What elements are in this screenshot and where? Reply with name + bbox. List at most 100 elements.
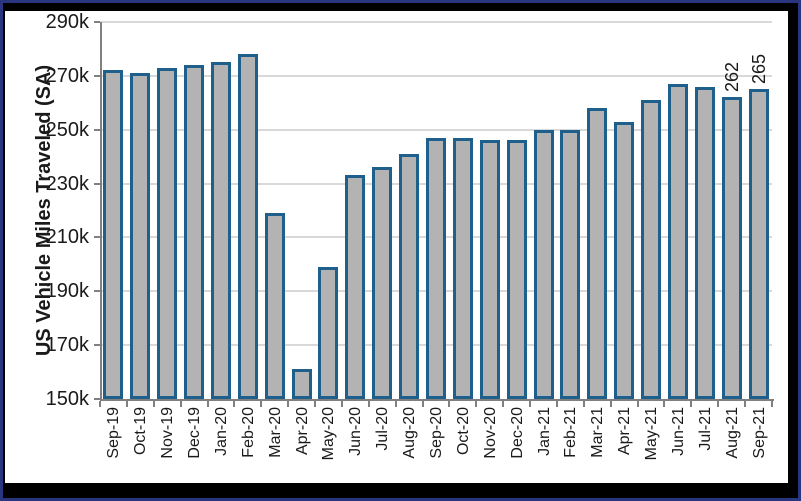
x-axis-tick-label: Aug-20 [401,407,419,459]
y-axis-tick-label: 170k [45,334,89,357]
x-axis-tick [179,401,182,407]
bar [237,54,258,399]
x-axis-tick-label: Dec-20 [508,407,526,459]
x-axis-tick-label: Sep-20 [428,407,445,459]
bar [103,70,124,399]
bar [318,267,339,399]
x-axis-tick-label: Apr-20 [293,407,311,456]
bar [426,137,446,399]
x-axis-tick-label: Sep-21 [750,407,768,459]
bar [614,121,635,399]
gridline [100,128,772,131]
y-axis-tick [94,128,100,131]
x-axis-tick [690,401,693,407]
x-axis-tick [555,401,558,407]
x-axis-tick [367,401,370,407]
x-axis-tick [287,401,290,407]
x-axis-tick [529,401,532,407]
y-axis-tick-label: 210k [45,226,89,249]
x-axis-tick-label: Jan-20 [212,407,230,456]
x-axis-tick-label: Nov-19 [159,407,177,459]
bar [533,129,554,399]
x-axis-tick-label: Jul-21 [696,407,714,451]
y-axis-line [100,22,102,401]
x-axis-tick-label: Jul-20 [374,407,392,451]
y-axis-tick-label: 290k [45,11,89,33]
x-axis-tick [609,401,612,407]
x-axis-tick [99,401,101,407]
x-axis-tick-label: Jun-21 [669,407,687,456]
y-axis-tick [94,21,100,23]
x-axis-tick-label: Aug-21 [723,407,741,459]
y-axis-tick [94,290,100,293]
x-axis-tick-label: Dec-19 [186,407,204,459]
bar [291,369,312,399]
bar [345,175,366,399]
bar [130,73,151,399]
x-axis-tick [475,401,478,407]
x-axis-tick [421,401,424,407]
bar [641,100,662,399]
x-axis-tick [744,401,747,407]
x-axis-tick [206,401,209,407]
bar [694,86,715,399]
bar [399,153,420,399]
x-axis-tick-label: Feb-20 [239,407,257,458]
bar [506,140,527,399]
x-axis-tick [314,401,317,407]
bar-value-label: 265 [748,54,769,85]
x-axis-tick-label: Oct-19 [132,407,150,456]
x-axis-tick [233,401,236,407]
y-axis-tick-label: 190k [45,280,89,303]
y-axis-tick-label: 270k [45,64,89,87]
y-axis-tick-label: 150k [45,388,89,410]
x-axis-tick [125,401,128,407]
x-axis-tick [448,401,451,407]
x-axis-tick-label: Sep-19 [105,407,123,459]
x-axis-tick [717,401,720,407]
bar [184,65,205,399]
x-axis-tick-label: Apr-21 [616,407,634,456]
x-axis-tick-label: Mar-21 [589,407,607,458]
bar [210,62,231,399]
chart-panel: US Vehicle Miles Traveled (SA) 150k 170k 1… [5,11,788,483]
gridline [100,21,772,23]
y-axis-tick [94,344,100,347]
x-axis-tick [340,401,343,407]
gridline [100,74,772,77]
x-axis-tick [582,401,585,407]
x-axis-tick-label: May-20 [320,407,338,461]
x-axis-line [100,399,774,401]
y-axis-tick [94,182,100,185]
x-axis-tick-label: Oct-20 [454,407,472,456]
x-axis-tick-label: Jan-21 [535,407,553,456]
y-axis-tick-label: 230k [45,172,89,195]
x-axis-tick [152,401,155,407]
x-axis-tick [502,401,505,407]
y-axis-tick-label: 250k [45,118,89,141]
x-axis-tick [636,401,639,407]
y-axis-tick [94,236,100,239]
x-axis-tick [260,401,263,407]
bar [748,89,769,399]
bar [560,129,581,399]
x-axis-tick [394,401,397,407]
x-axis-tick-label: Mar-20 [266,407,284,458]
bar [264,213,285,399]
bar [452,137,473,399]
x-axis-tick [771,401,773,407]
bar [667,83,688,399]
y-axis-tick [94,74,100,77]
bar-value-label: 262 [721,62,742,93]
x-axis-tick [663,401,666,407]
x-axis-tick-label: Nov-20 [481,407,499,459]
x-axis-tick-label: Jun-20 [347,407,365,456]
x-axis-tick-label: Feb-21 [562,407,580,458]
x-axis-tick-label: May-21 [643,407,661,461]
bar [587,108,608,399]
bar [721,97,742,399]
bar [157,67,178,399]
bar [372,167,393,399]
